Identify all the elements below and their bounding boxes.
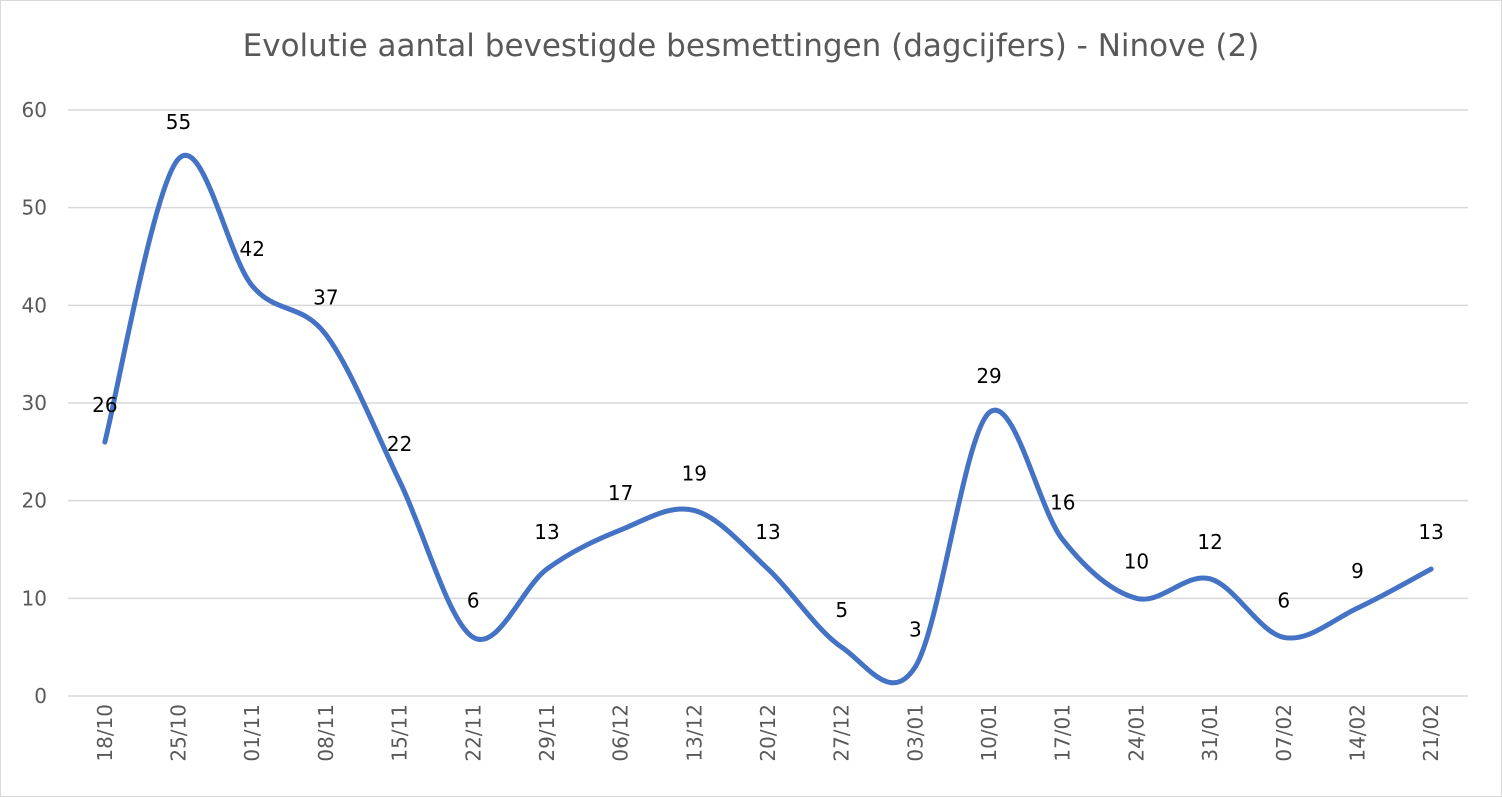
data-label: 42 — [239, 237, 264, 261]
data-label: 5 — [835, 598, 848, 622]
data-label: 10 — [1124, 549, 1149, 573]
data-label: 37 — [313, 286, 338, 310]
x-tick-label: 17/01 — [1051, 704, 1075, 762]
x-tick-label: 08/11 — [314, 704, 338, 762]
x-tick-label: 01/11 — [240, 704, 264, 762]
data-label: 55 — [166, 110, 191, 134]
series-line — [102, 153, 1434, 686]
x-tick-label: 25/10 — [167, 704, 191, 762]
y-tick-label: 0 — [34, 684, 47, 708]
x-tick-label: 06/12 — [609, 704, 633, 762]
y-tick-label: 10 — [22, 586, 47, 610]
x-tick-label: 21/02 — [1419, 704, 1443, 762]
x-tick-label: 18/10 — [93, 704, 117, 762]
x-axis-ticks: 18/10 25/10 01/11 08/11 15/11 22/11 29/11 06/12… — [93, 704, 1443, 762]
data-label: 29 — [976, 364, 1001, 388]
x-tick-label: 22/11 — [461, 704, 485, 762]
data-label: 6 — [467, 588, 480, 612]
x-tick-label: 03/01 — [903, 704, 927, 762]
data-label: 13 — [534, 520, 559, 544]
data-label: 19 — [682, 461, 707, 485]
y-tick-label: 30 — [22, 391, 47, 415]
data-label: 26 — [92, 393, 117, 417]
data-labels: 26 55 42 37 22 6 13 17 19 13 5 3 29 16 10 12 6 9 13 — [92, 110, 1444, 642]
data-label: 17 — [608, 481, 633, 505]
y-tick-label: 60 — [22, 98, 47, 122]
data-label: 13 — [1418, 520, 1443, 544]
x-tick-label: 07/02 — [1272, 704, 1296, 762]
x-tick-label: 20/12 — [756, 704, 780, 762]
y-tick-label: 40 — [22, 293, 47, 317]
x-tick-label: 24/01 — [1124, 704, 1148, 762]
y-tick-label: 20 — [22, 489, 47, 513]
x-tick-label: 31/01 — [1198, 704, 1222, 762]
y-tick-label: 50 — [22, 196, 47, 220]
data-label: 12 — [1197, 530, 1222, 554]
data-label: 13 — [755, 520, 780, 544]
gridlines — [68, 109, 1468, 697]
x-tick-label: 27/12 — [830, 704, 854, 762]
data-label: 6 — [1277, 588, 1290, 612]
y-axis-ticks: 0 10 20 30 40 50 60 — [22, 98, 47, 708]
x-tick-label: 10/01 — [977, 704, 1001, 762]
data-label: 9 — [1351, 559, 1364, 583]
data-label: 22 — [387, 432, 412, 456]
x-tick-label: 14/02 — [1345, 704, 1369, 762]
data-label: 3 — [909, 618, 922, 642]
x-tick-label: 15/11 — [388, 704, 412, 762]
x-tick-label: 29/11 — [535, 704, 559, 762]
chart-title: Evolutie aantal bevestigde besmettingen … — [242, 28, 1260, 64]
data-label: 16 — [1050, 491, 1075, 515]
x-tick-label: 13/12 — [682, 704, 706, 762]
